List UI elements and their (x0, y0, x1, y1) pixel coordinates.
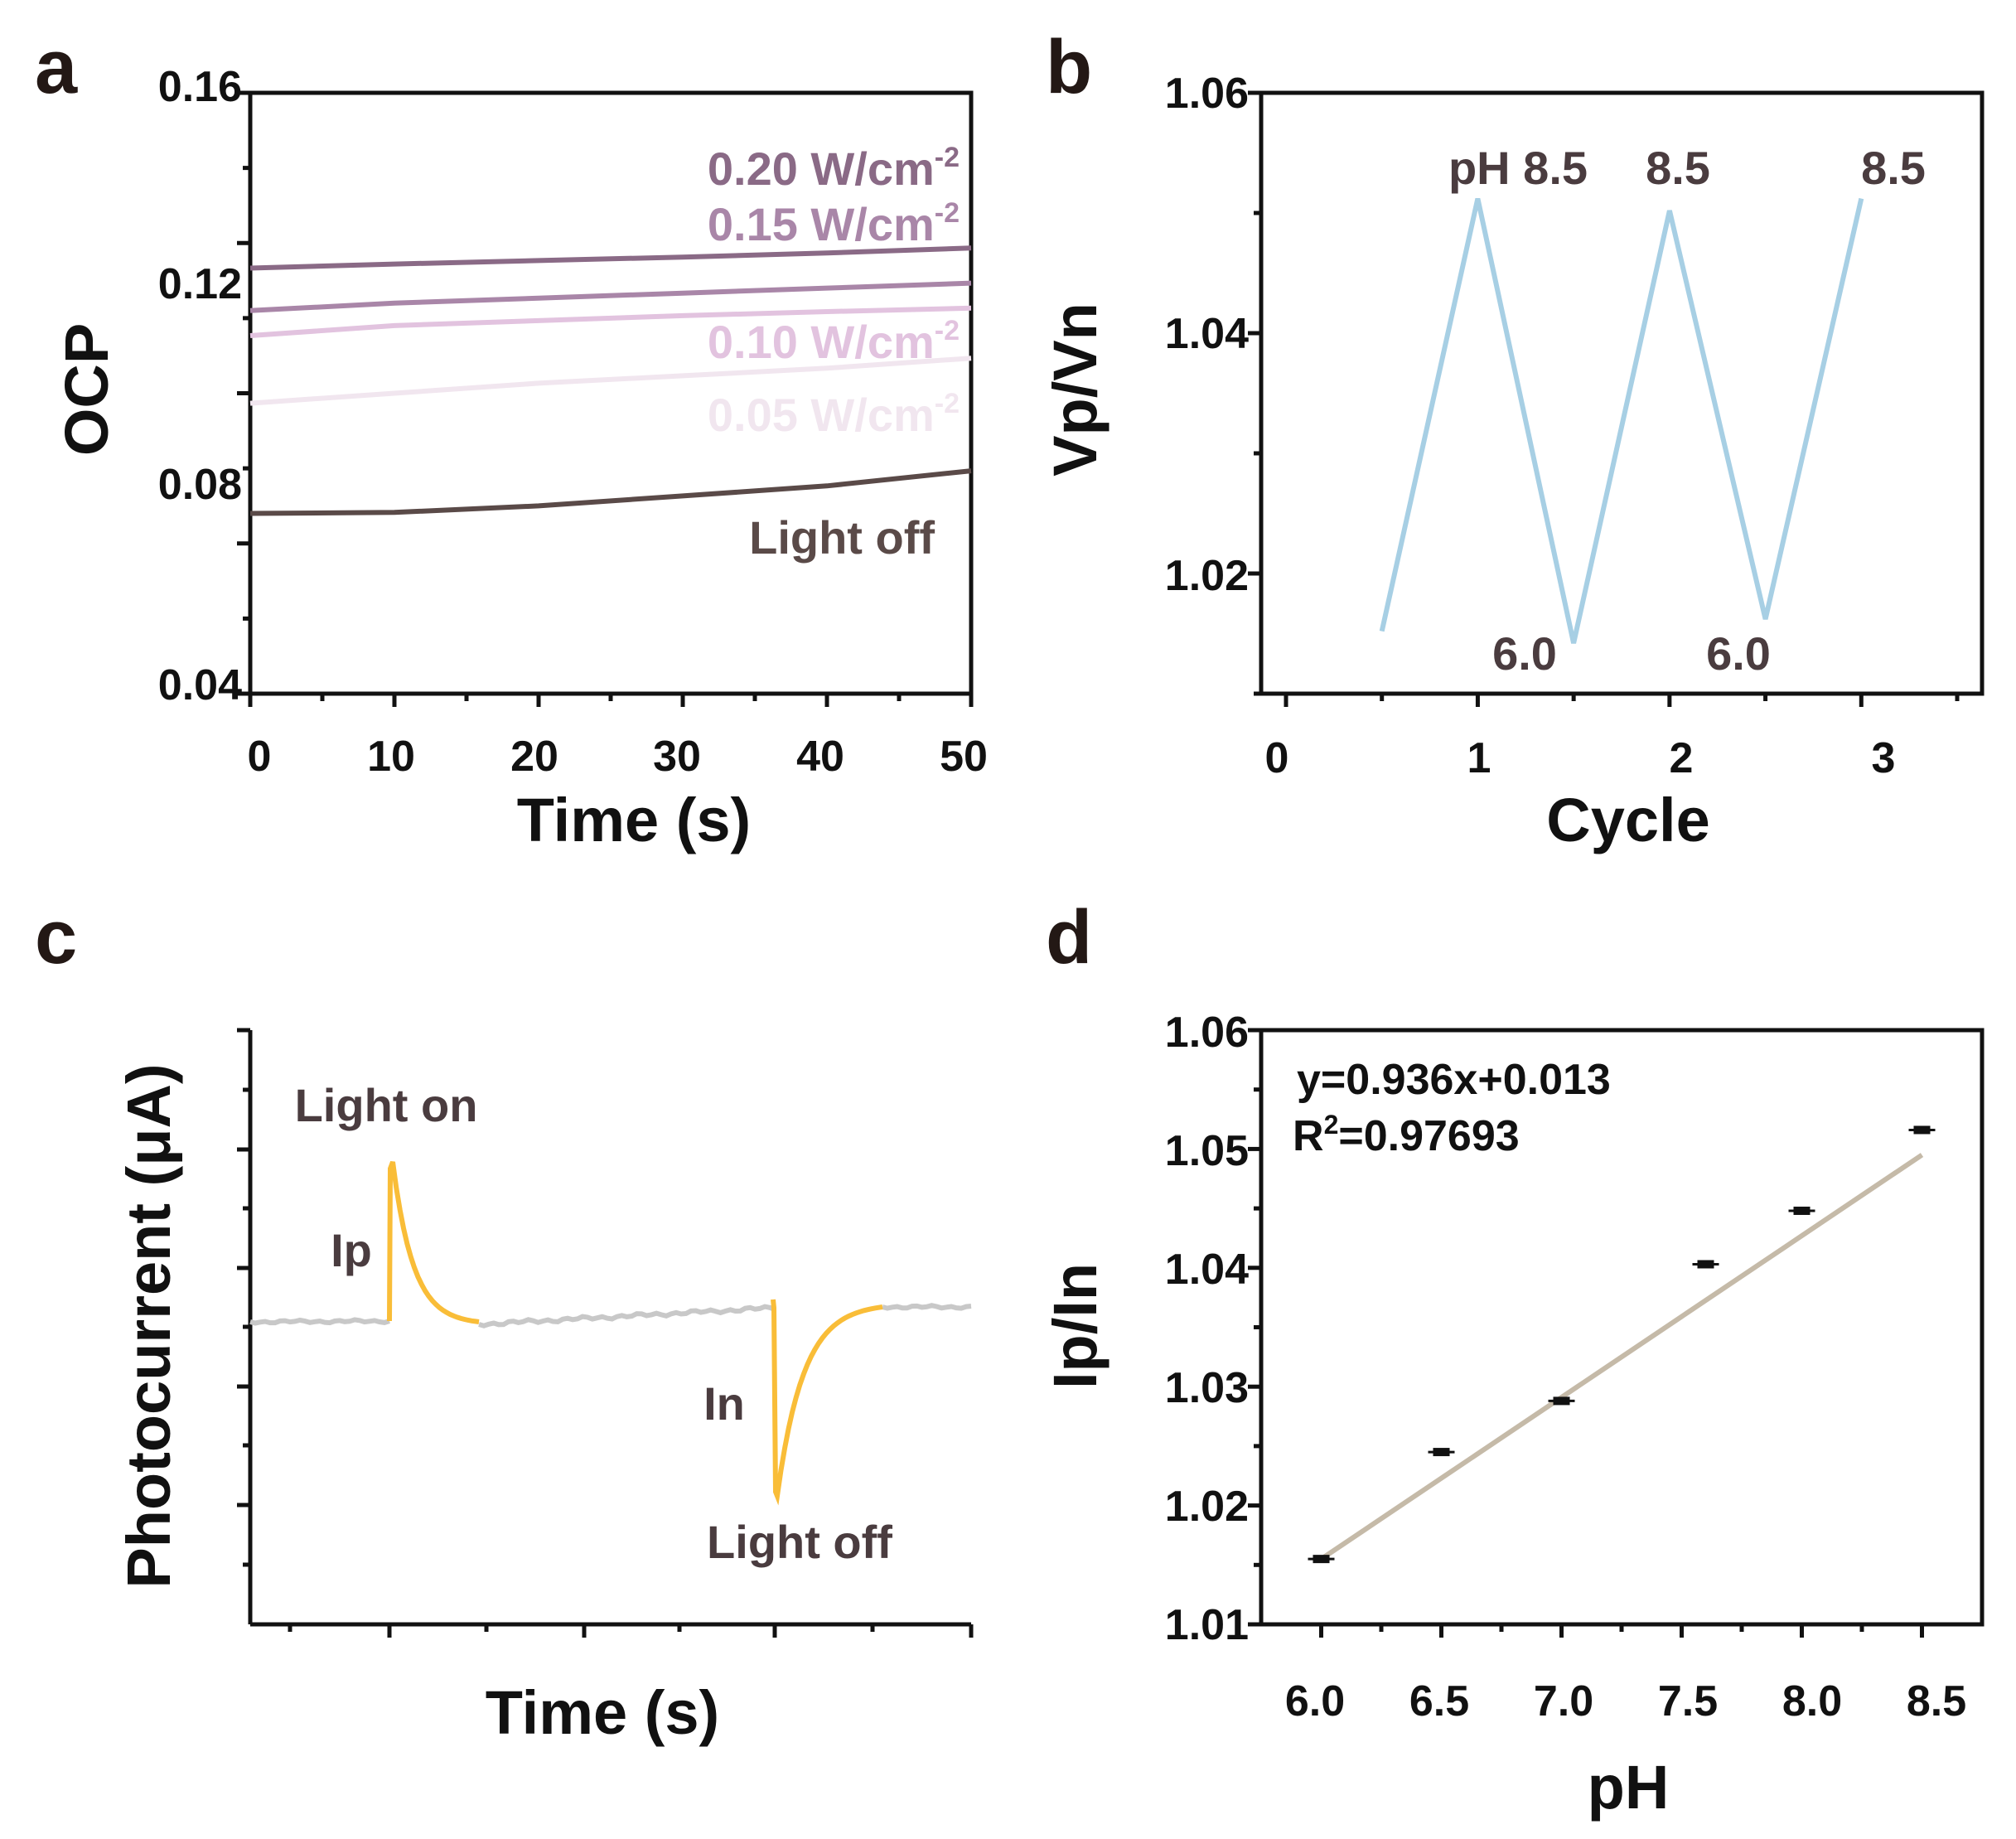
annotation-8.5: 8.5 (1646, 142, 1710, 194)
axis-ticks-d (1248, 1028, 1924, 1638)
y-tick-label-a: 0.12 (158, 260, 242, 308)
series-label-0.15: 0.15 W/cm-2 (708, 197, 960, 250)
annotation-6.0: 6.0 (1492, 627, 1557, 680)
y-axis-title-b: Vp/Vn (1041, 302, 1110, 477)
series-label-light-off: Light off (749, 511, 935, 564)
x-axis-title-c: Time (s) (486, 1678, 719, 1747)
annotation-in: In (703, 1377, 745, 1430)
y-tick-label-d: 1.01 (1165, 1601, 1249, 1649)
baseline-trace-c (249, 1303, 972, 1328)
panel-letter-a: a (35, 25, 78, 109)
series-lines-a (249, 245, 972, 516)
x-tick-label-a: 0 (248, 733, 272, 781)
y-tick-label-a: 0.04 (158, 661, 242, 709)
y-tick-label-d: 1.03 (1165, 1364, 1249, 1412)
panel-letter-d: d (1046, 895, 1092, 980)
fit-equation: y=0.936x+0.013 (1297, 1056, 1611, 1104)
series-line-a-0 (249, 245, 972, 271)
x-tick-label-d: 6.0 (1285, 1677, 1345, 1725)
x-tick-label-a: 20 (510, 733, 558, 781)
x-tick-label-a: 50 (940, 733, 988, 781)
data-point (1313, 1555, 1330, 1564)
panel-letter-b: b (1046, 25, 1092, 109)
x-tick-label-b: 0 (1265, 734, 1289, 782)
annotation-8.5: 8.5 (1861, 142, 1926, 194)
panel-c: c Time (s) Photocurrent (μA) Light on Ip… (35, 895, 974, 1747)
y-axis-title-d: Ip/In (1041, 1263, 1110, 1389)
y-tick-label-a: 0.16 (158, 63, 242, 111)
x-tick-label-d: 6.5 (1409, 1677, 1469, 1725)
data-point (1793, 1206, 1811, 1215)
x-axis-title-a: Time (s) (517, 786, 751, 854)
y-tick-label-d: 1.06 (1165, 1009, 1249, 1057)
data-point (1697, 1260, 1714, 1269)
series-label-0.20: 0.20 W/cm-2 (708, 142, 960, 195)
series-line-b (1379, 197, 1864, 644)
x-tick-label-b: 3 (1872, 734, 1896, 782)
x-axis-title-d: pH (1588, 1753, 1670, 1822)
series-line-a-2 (249, 305, 972, 338)
y-tick-label-d: 1.04 (1165, 1246, 1249, 1294)
panel-d: d 6.0 6.5 7.0 7.5 8.0 8.5 1.01 1.02 1.03… (1041, 895, 1985, 1822)
x-axis-title-b: Cycle (1546, 786, 1709, 854)
x-tick-label-d: 8.5 (1907, 1677, 1966, 1725)
plot-frame-b (1259, 90, 1985, 696)
annotation-light-on: Light on (295, 1079, 478, 1131)
data-point (1553, 1396, 1570, 1406)
y-tick-label-d: 1.02 (1165, 1483, 1249, 1531)
y-axis-title-a: OCP (52, 323, 121, 456)
series-line-a-3 (249, 356, 972, 406)
data-point (1913, 1125, 1931, 1135)
annotation-light-off: Light off (707, 1516, 892, 1568)
x-tick-label-d: 8.0 (1782, 1677, 1842, 1725)
data-point (1433, 1448, 1450, 1457)
axis-ticks-c (237, 1028, 974, 1638)
series-line-a-4 (249, 468, 972, 516)
x-tick-label-d: 7.5 (1658, 1677, 1718, 1725)
annotation-6.0: 6.0 (1706, 627, 1771, 680)
series-label-0.10: 0.10 W/cm-2 (708, 315, 960, 368)
y-tick-label-d: 1.05 (1165, 1127, 1249, 1175)
x-tick-label-a: 40 (796, 733, 844, 781)
x-tick-label-d: 7.0 (1534, 1677, 1593, 1725)
linear-fit-line (1319, 1153, 1924, 1561)
y-axis-title-c: Photocurrent (μA) (114, 1063, 183, 1588)
y-tick-label-b: 1.02 (1165, 552, 1249, 600)
panel-b: b 0 1 2 3 1.02 1.04 1.06 Cycle Vp/Vn pH … (1041, 25, 1985, 854)
annotation-ip: Ip (331, 1224, 372, 1276)
x-tick-label-b: 2 (1670, 734, 1694, 782)
x-tick-label-b: 1 (1467, 734, 1491, 782)
series-label-0.05: 0.05 W/cm-2 (708, 388, 960, 441)
panel-letter-c: c (35, 895, 77, 980)
x-tick-label-a: 10 (367, 733, 415, 781)
y-tick-label-a: 0.08 (158, 461, 242, 509)
panel-a: a 0 10 20 30 40 50 0.04 0.08 0.12 0.16 T… (35, 25, 988, 854)
x-tick-label-a: 30 (653, 733, 701, 781)
series-line-a-1 (249, 280, 972, 313)
axis-ticks-b (1248, 90, 1960, 707)
photo-response-off-c (771, 1299, 883, 1506)
y-tick-label-b: 1.06 (1165, 70, 1249, 118)
axis-ticks-a (237, 90, 974, 707)
y-tick-label-b: 1.04 (1165, 310, 1249, 358)
annotation-ph-8.5: pH 8.5 (1448, 142, 1588, 194)
photo-response-on-c (387, 1160, 480, 1324)
fit-r-squared: R2=0.97693 (1293, 1110, 1520, 1160)
data-points-d (1308, 1125, 1936, 1564)
